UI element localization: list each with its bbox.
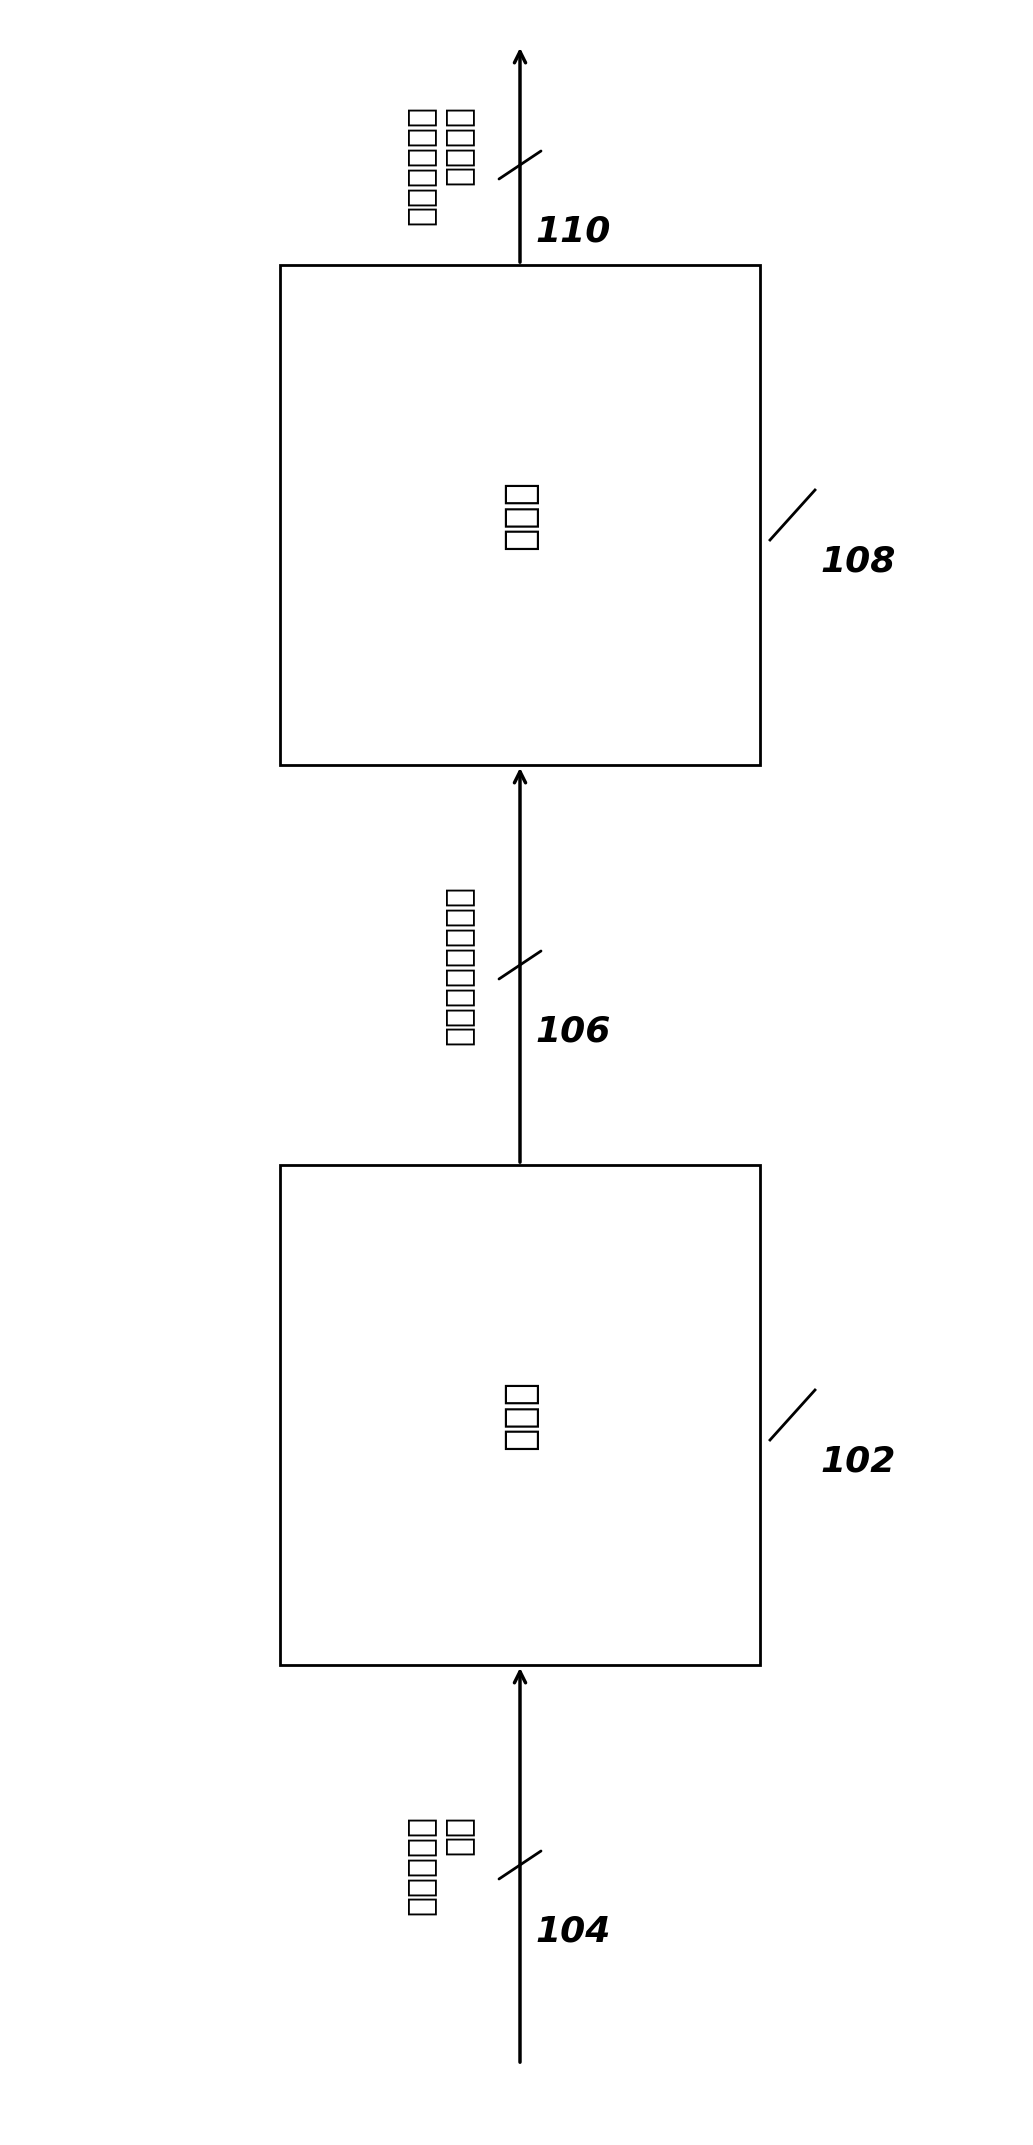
Text: 编码器: 编码器 [501, 1379, 539, 1450]
Text: 经编码的音频信号: 经编码的音频信号 [442, 886, 475, 1045]
Text: 108: 108 [820, 545, 896, 579]
Text: 102: 102 [820, 1446, 896, 1480]
Text: 经重建的输出
音频信号: 经重建的输出 音频信号 [404, 105, 475, 225]
Text: 输入的音频
信号: 输入的音频 信号 [404, 1815, 475, 1915]
Text: 104: 104 [535, 1915, 611, 1950]
Bar [280, 1165, 760, 1665]
Text: 106: 106 [535, 1015, 611, 1049]
Text: 110: 110 [535, 214, 611, 249]
Text: 解码器: 解码器 [501, 480, 539, 549]
Bar [280, 266, 760, 766]
